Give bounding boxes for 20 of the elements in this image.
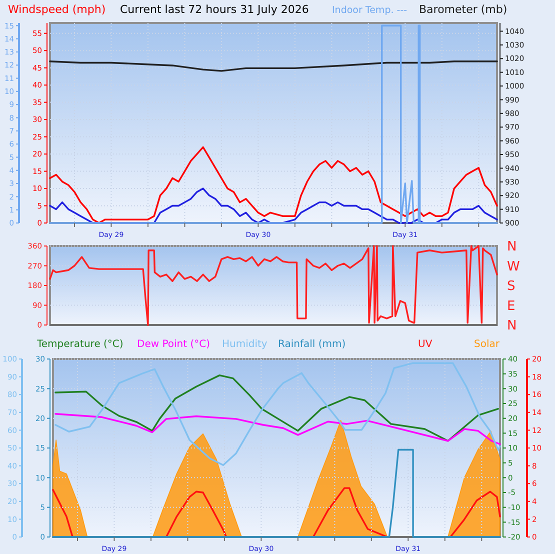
text: N [507, 318, 517, 334]
line-series [54, 374, 500, 442]
y2-axis-title: Barometer (mb) [419, 3, 508, 16]
text: Solar [474, 339, 500, 350]
line-series [54, 362, 501, 466]
text: S [507, 279, 516, 294]
text: N [507, 240, 517, 255]
line-series [49, 245, 498, 326]
y-axis-title: Windspeed (mph) [8, 3, 106, 16]
text: Indoor Temp. --- [332, 5, 408, 16]
text: Dew Point (°C) [137, 339, 210, 350]
chart-title: Current last 72 hours 31 July 2026 [120, 3, 309, 16]
text: Humidity [222, 339, 268, 350]
text: Rainfall (mm) [278, 339, 346, 350]
text: W [507, 259, 520, 274]
text: Temperature (°C) [36, 339, 124, 350]
line-series [49, 24, 498, 224]
line-series [54, 413, 501, 445]
text: E [507, 298, 516, 314]
text: UV [418, 339, 432, 350]
